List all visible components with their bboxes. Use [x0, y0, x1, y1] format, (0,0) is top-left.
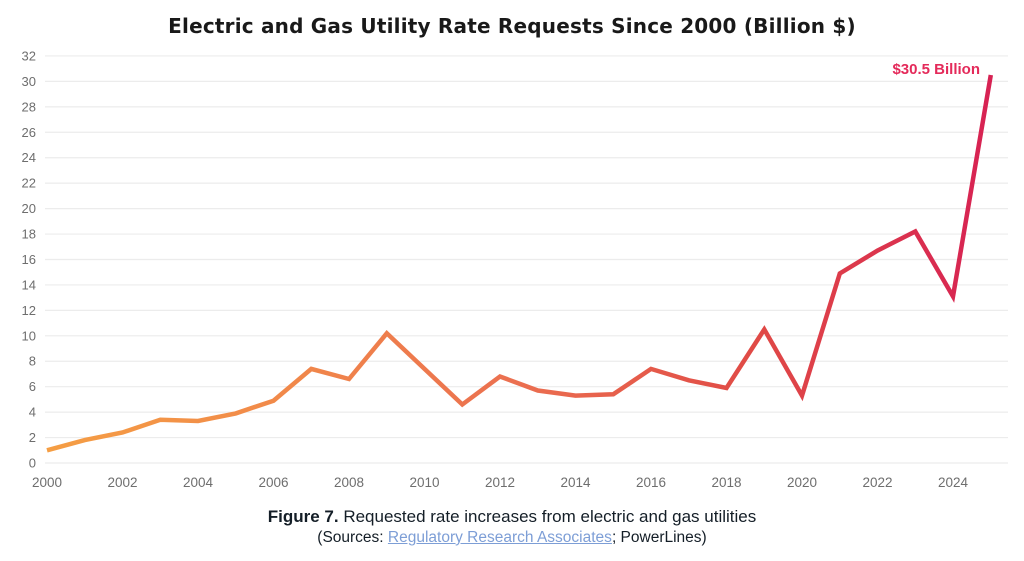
y-axis-tick: 28 [22, 99, 36, 114]
x-axis-tick: 2024 [938, 475, 969, 490]
y-axis-tick: 22 [22, 176, 36, 191]
y-axis-tick: 14 [22, 277, 36, 292]
y-axis-tick: 8 [29, 354, 36, 369]
y-axis-tick: 16 [22, 252, 36, 267]
y-axis-tick: 26 [22, 125, 36, 140]
y-axis-tick: 30 [22, 74, 36, 89]
peak-annotation: $30.5 Billion [892, 61, 980, 78]
figure-label: Figure 7. [267, 507, 339, 526]
figure-caption-text: Requested rate increases from electric a… [338, 507, 757, 526]
x-axis-tick: 2010 [409, 475, 439, 490]
x-axis-tick: 2016 [636, 475, 666, 490]
sources-suffix: ; PowerLines) [611, 529, 707, 546]
sources-line: (Sources: Regulatory Research Associates… [0, 529, 1024, 547]
y-axis-tick: 0 [29, 456, 36, 471]
y-axis-tick: 2 [29, 430, 36, 445]
y-axis-tick: 32 [22, 48, 36, 63]
y-axis-tick: 18 [22, 227, 36, 242]
x-axis-tick-labels: 2000 2002 2004 2006 2008 2010 2012 2014 2016 2018… [32, 475, 969, 490]
y-axis-tick: 24 [22, 150, 36, 165]
gridlines [45, 55, 1008, 464]
x-axis-tick: 2018 [711, 475, 741, 490]
x-axis-tick: 2014 [560, 475, 591, 490]
x-axis-tick: 2008 [334, 475, 364, 490]
x-axis-tick: 2012 [485, 475, 515, 490]
y-axis-tick: 4 [29, 405, 36, 420]
x-axis-tick: 2022 [862, 475, 892, 490]
sources-prefix: (Sources: [317, 529, 388, 546]
x-axis-tick: 2000 [32, 475, 62, 490]
y-axis-tick: 6 [29, 379, 36, 394]
y-axis-tick: 10 [22, 328, 36, 343]
y-axis-tick: 12 [22, 303, 36, 318]
source-link[interactable]: Regulatory Research Associates [387, 529, 612, 546]
x-axis-tick: 2004 [183, 475, 214, 490]
x-axis-tick: 2020 [787, 475, 817, 490]
x-axis-tick: 2006 [258, 475, 288, 490]
page-title: Electric and Gas Utility Rate Requests S… [168, 14, 856, 38]
y-axis-tick: 20 [22, 201, 36, 216]
data-line [46, 74, 994, 453]
figure-caption: Figure 7. Requested rate increases from … [0, 507, 1024, 527]
x-axis-tick: 2002 [107, 475, 137, 490]
